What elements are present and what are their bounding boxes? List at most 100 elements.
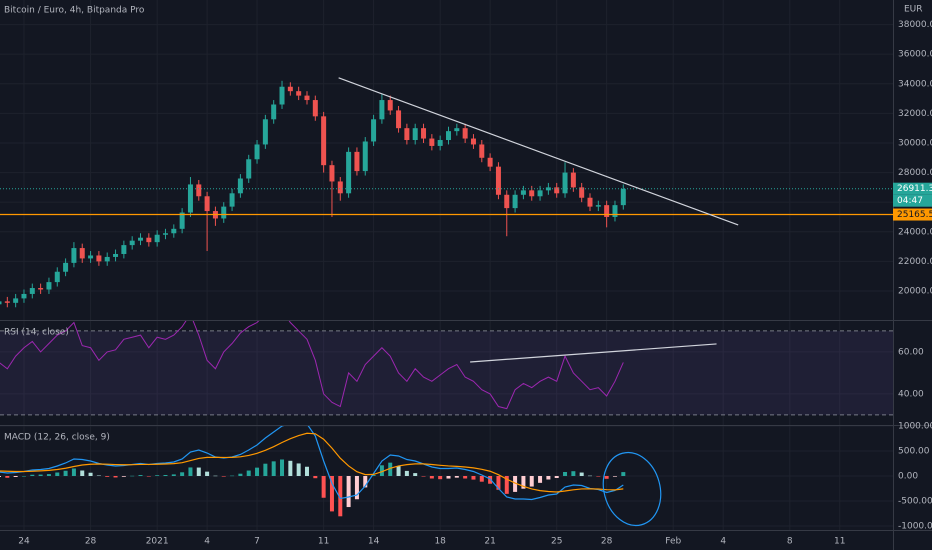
x-tick-label: 7 xyxy=(254,537,260,547)
x-tick-label: 25 xyxy=(551,537,562,547)
histogram-bar xyxy=(354,476,359,500)
y-tick-label: 24000.00 xyxy=(898,227,932,237)
histogram-bar xyxy=(71,468,76,476)
candle-body xyxy=(371,119,377,142)
candle-body xyxy=(445,131,451,141)
histogram-bar xyxy=(146,476,151,477)
y-tick-label: 60.00 xyxy=(898,347,924,357)
y-tick-label: -500.00 xyxy=(898,497,932,507)
hline-box xyxy=(893,208,932,221)
histogram-bar xyxy=(196,467,201,476)
candle-body xyxy=(271,104,277,120)
candle-body xyxy=(304,95,310,101)
x-tick-label: 4 xyxy=(204,537,210,547)
y-tick-label: 36000.00 xyxy=(898,50,932,60)
histogram-bar xyxy=(263,463,268,476)
histogram-bar xyxy=(130,475,135,477)
candle-body xyxy=(204,196,210,212)
x-tick-label: 4 xyxy=(720,537,726,547)
histogram-bar xyxy=(155,475,160,476)
candle-body xyxy=(479,144,485,158)
candle-body xyxy=(237,178,243,194)
candle-body xyxy=(421,128,427,139)
histogram-bar xyxy=(463,476,468,479)
histogram-bar xyxy=(38,474,43,476)
histogram-bar xyxy=(80,470,85,476)
candle-body xyxy=(312,100,318,117)
histogram-bar xyxy=(329,476,334,512)
histogram-bar xyxy=(30,474,35,476)
histogram-bar xyxy=(105,476,110,477)
trendline xyxy=(470,343,717,363)
y-tick-label: 20000.00 xyxy=(898,286,932,296)
candle-body xyxy=(570,172,576,188)
histogram-bar xyxy=(121,476,126,477)
candle-body xyxy=(279,86,285,105)
candle-body xyxy=(104,256,110,262)
histogram-bar xyxy=(413,473,418,476)
histogram-bar xyxy=(338,476,343,517)
candle-body xyxy=(146,237,152,243)
candle-body xyxy=(296,91,302,96)
candle-body xyxy=(71,248,77,263)
candle-body xyxy=(54,271,60,283)
y-tick-label: 40.00 xyxy=(898,389,924,399)
histogram-bar xyxy=(496,476,501,490)
candle-body xyxy=(13,298,19,303)
trendline xyxy=(338,77,739,226)
y-tick-label: 30000.00 xyxy=(898,138,932,148)
histogram-bar xyxy=(563,472,568,476)
rsi-line xyxy=(0,320,624,410)
candle-body xyxy=(595,205,601,207)
candle-body xyxy=(537,190,543,197)
circle-annotation xyxy=(602,451,662,527)
y-tick-label: 32000.00 xyxy=(898,109,932,119)
histogram-bar xyxy=(421,476,426,477)
histogram-bar xyxy=(255,467,260,476)
histogram-bar xyxy=(296,463,301,476)
histogram-bar xyxy=(438,476,443,480)
hline-label: 25165.56 xyxy=(897,210,932,220)
y-tick-label: 38000.00 xyxy=(898,20,932,30)
histogram-bar xyxy=(346,476,351,508)
histogram-bar xyxy=(596,476,601,477)
candle-body xyxy=(171,228,177,234)
histogram-bar xyxy=(171,474,176,476)
histogram-bar xyxy=(454,476,459,478)
candle-body xyxy=(579,187,585,198)
candle-body xyxy=(612,205,618,217)
candle-body xyxy=(179,212,185,229)
pane-title: MACD (12, 26, close, 9) xyxy=(4,433,110,443)
candle-body xyxy=(620,188,626,206)
candle-body xyxy=(562,172,568,194)
histogram-bar xyxy=(604,476,609,479)
candle-body xyxy=(221,206,227,219)
candle-body xyxy=(196,184,202,197)
candle-body xyxy=(46,282,52,290)
candle-body xyxy=(379,100,385,120)
x-tick-label: 24 xyxy=(18,537,30,547)
countdown-label: 04:47 xyxy=(897,196,923,206)
candle-body xyxy=(0,301,2,305)
candle-body xyxy=(121,245,127,254)
histogram-bar xyxy=(429,476,434,479)
rsi-band xyxy=(0,330,893,415)
histogram-bar xyxy=(521,476,526,489)
candle-body xyxy=(29,288,35,294)
histogram-bar xyxy=(471,476,476,480)
candle-body xyxy=(38,288,44,290)
candle-body xyxy=(4,301,10,303)
histogram-bar xyxy=(205,471,210,476)
histogram-bar xyxy=(579,472,584,476)
candle-body xyxy=(387,100,393,111)
histogram-bar xyxy=(221,476,226,477)
histogram-bar xyxy=(63,470,68,476)
candle-body xyxy=(88,255,94,259)
y-tick-label: 28000.00 xyxy=(898,168,932,178)
histogram-bar xyxy=(230,475,235,477)
candle-body xyxy=(287,86,293,92)
macd-line xyxy=(0,432,624,493)
candle-body xyxy=(520,190,526,195)
candle-body xyxy=(162,233,168,235)
